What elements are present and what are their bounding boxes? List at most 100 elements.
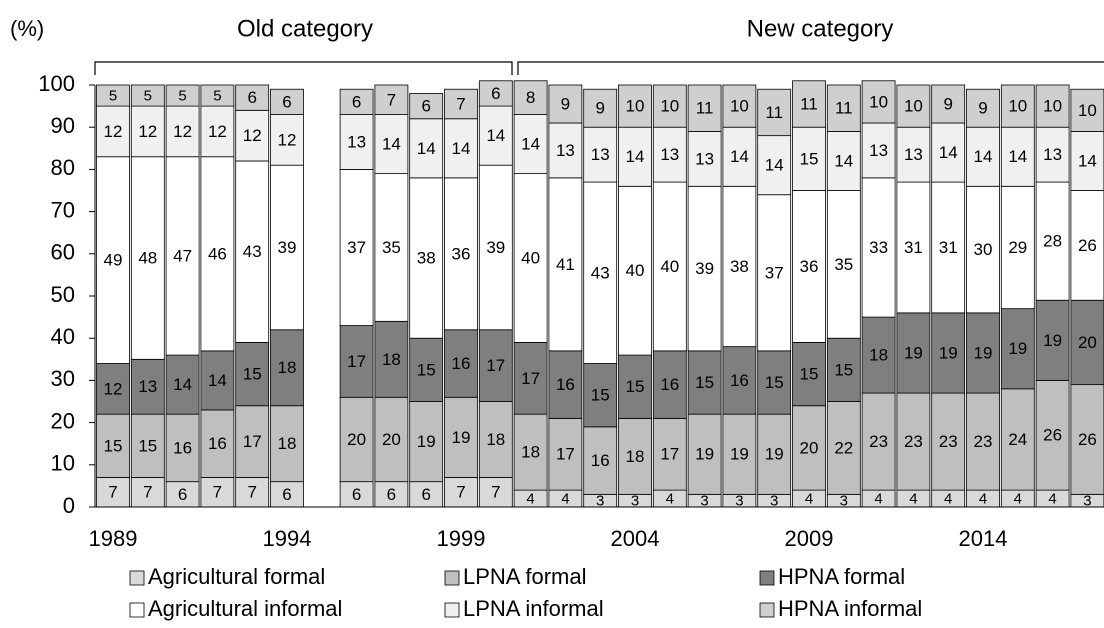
bar-segment — [444, 477, 478, 508]
bar-segment — [374, 481, 409, 508]
data-label: 13 — [138, 377, 157, 396]
data-label: 14 — [486, 126, 505, 145]
data-label: 12 — [243, 126, 262, 145]
data-label: 15 — [417, 360, 436, 379]
data-label: 6 — [282, 92, 291, 111]
data-label: 4 — [874, 491, 882, 508]
bar-segment — [96, 477, 130, 508]
data-label: 10 — [1008, 97, 1027, 116]
data-label: 5 — [109, 88, 117, 105]
data-label: 14 — [974, 147, 993, 166]
bar-segment — [409, 118, 444, 179]
bar-segment — [618, 185, 652, 356]
data-label: 19 — [904, 343, 923, 362]
data-label: 16 — [452, 354, 471, 373]
data-label: 3 — [596, 493, 604, 510]
data-label: 23 — [974, 432, 993, 451]
data-label: 10 — [869, 92, 888, 111]
data-label: 15 — [695, 373, 714, 392]
bar-segment — [931, 392, 966, 491]
bar-segment — [200, 409, 235, 478]
data-label: 7 — [143, 483, 152, 502]
data-label: 18 — [626, 447, 645, 466]
data-label: 12 — [138, 122, 157, 141]
data-label: 18 — [486, 430, 505, 449]
bar-segment — [966, 312, 1000, 394]
data-label: 4 — [561, 491, 569, 508]
data-label: 7 — [456, 94, 465, 113]
bar-segment — [792, 126, 826, 191]
bar-segment — [374, 114, 409, 175]
y-tick-label: 90 — [51, 113, 75, 138]
data-label: 16 — [730, 371, 749, 390]
bar-segment — [548, 84, 583, 124]
data-label: 18 — [382, 350, 401, 369]
bar-segment — [687, 185, 722, 352]
data-label: 6 — [491, 84, 500, 103]
bar-segment — [826, 190, 861, 339]
data-label: 40 — [521, 249, 540, 268]
data-label: 14 — [1008, 147, 1027, 166]
bar-segment — [861, 392, 896, 491]
data-label: 40 — [626, 261, 645, 280]
bar-segment — [235, 109, 270, 162]
data-label: 14 — [626, 147, 645, 166]
bar-segment — [1035, 181, 1070, 301]
y-axis-label: (%) — [10, 16, 44, 41]
x-tick-label: 1994 — [263, 526, 312, 551]
bar-segment — [966, 88, 1000, 128]
bar-segment — [1035, 84, 1070, 128]
data-label: 33 — [869, 238, 888, 257]
data-label: 43 — [243, 242, 262, 261]
x-tick-label: 2014 — [959, 526, 1008, 551]
y-tick-label: 100 — [38, 71, 75, 96]
bar-segment — [966, 185, 1000, 314]
legend-label: HPNA informal — [778, 596, 922, 621]
bar-segment — [270, 88, 304, 115]
bar-segment — [652, 350, 687, 419]
data-label: 19 — [1043, 331, 1062, 350]
data-label: 24 — [1008, 430, 1027, 449]
data-label: 17 — [347, 352, 366, 371]
data-label: 13 — [1043, 145, 1062, 164]
data-label: 19 — [939, 343, 958, 362]
data-label: 13 — [660, 145, 679, 164]
y-tick-label: 70 — [51, 197, 75, 222]
data-label: 16 — [660, 375, 679, 394]
x-tick-label: 2004 — [611, 526, 660, 551]
bar-segment — [130, 105, 165, 158]
data-label: 19 — [765, 445, 784, 464]
bar-segment — [966, 126, 1000, 187]
data-label: 26 — [1078, 236, 1097, 255]
data-label: 19 — [417, 432, 436, 451]
bar-segment — [618, 417, 652, 495]
bar-segment — [896, 181, 931, 314]
bar-segment — [652, 181, 687, 352]
data-label: 15 — [591, 386, 610, 405]
legend-swatch — [444, 602, 460, 618]
data-label: 6 — [178, 485, 187, 504]
bar-segment — [618, 84, 652, 128]
bar-segment — [548, 350, 583, 419]
data-label: 10 — [730, 97, 749, 116]
data-label: 4 — [526, 491, 534, 508]
bar-segment — [896, 392, 931, 491]
bar-segment — [1000, 185, 1035, 310]
data-label: 39 — [695, 259, 714, 278]
bar-segment — [583, 126, 618, 183]
data-label: 16 — [208, 434, 227, 453]
bracket — [517, 61, 1104, 75]
data-label: 6 — [352, 485, 361, 504]
data-label: 17 — [660, 445, 679, 464]
data-label: 9 — [595, 99, 604, 118]
data-label: 19 — [452, 428, 471, 447]
bar-segment — [861, 316, 896, 394]
data-label: 7 — [491, 483, 500, 502]
bar-segment — [548, 417, 583, 491]
bar-segment — [374, 84, 409, 115]
data-label: 47 — [173, 246, 192, 265]
bar-segment — [339, 88, 374, 115]
bar-segment — [339, 168, 374, 326]
data-label: 11 — [835, 99, 853, 118]
legend-label: Agricultural informal — [148, 596, 342, 621]
